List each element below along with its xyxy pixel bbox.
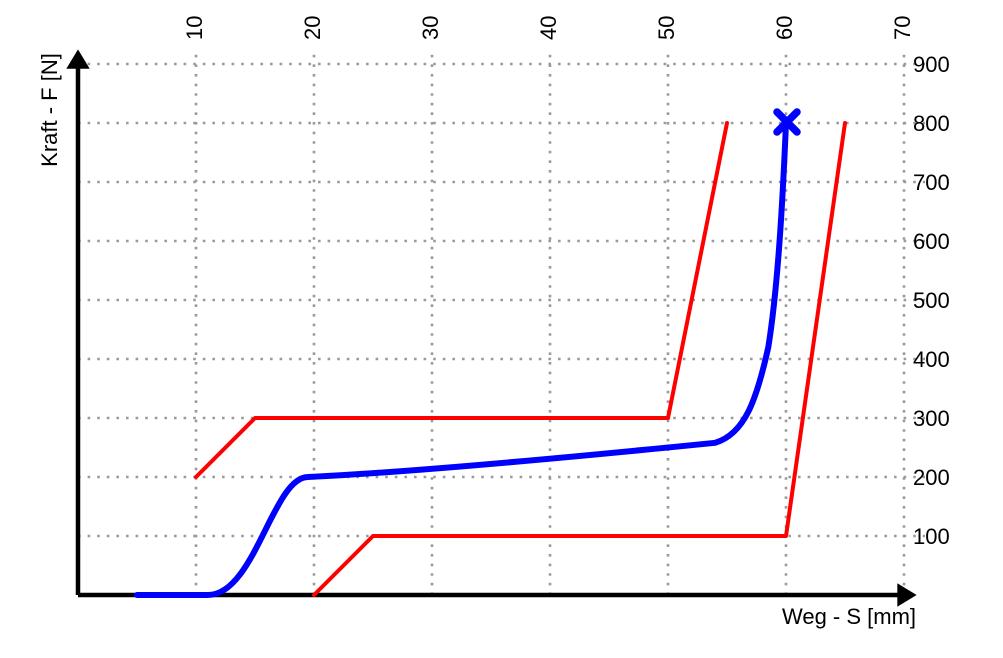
svg-text:20: 20: [300, 16, 325, 40]
svg-text:Kraft - F [N]: Kraft - F [N]: [37, 53, 62, 167]
svg-text:60: 60: [772, 16, 797, 40]
svg-text:100: 100: [913, 524, 950, 549]
svg-text:700: 700: [913, 170, 950, 195]
svg-text:10: 10: [182, 16, 207, 40]
svg-text:Weg - S [mm]: Weg - S [mm]: [782, 604, 916, 629]
svg-text:300: 300: [913, 406, 950, 431]
svg-text:900: 900: [913, 52, 950, 77]
svg-text:70: 70: [890, 16, 915, 40]
svg-text:50: 50: [654, 16, 679, 40]
svg-text:800: 800: [913, 111, 950, 136]
svg-text:200: 200: [913, 465, 950, 490]
svg-text:30: 30: [418, 16, 443, 40]
svg-text:40: 40: [536, 16, 561, 40]
svg-text:600: 600: [913, 229, 950, 254]
svg-text:500: 500: [913, 288, 950, 313]
svg-text:400: 400: [913, 347, 950, 372]
